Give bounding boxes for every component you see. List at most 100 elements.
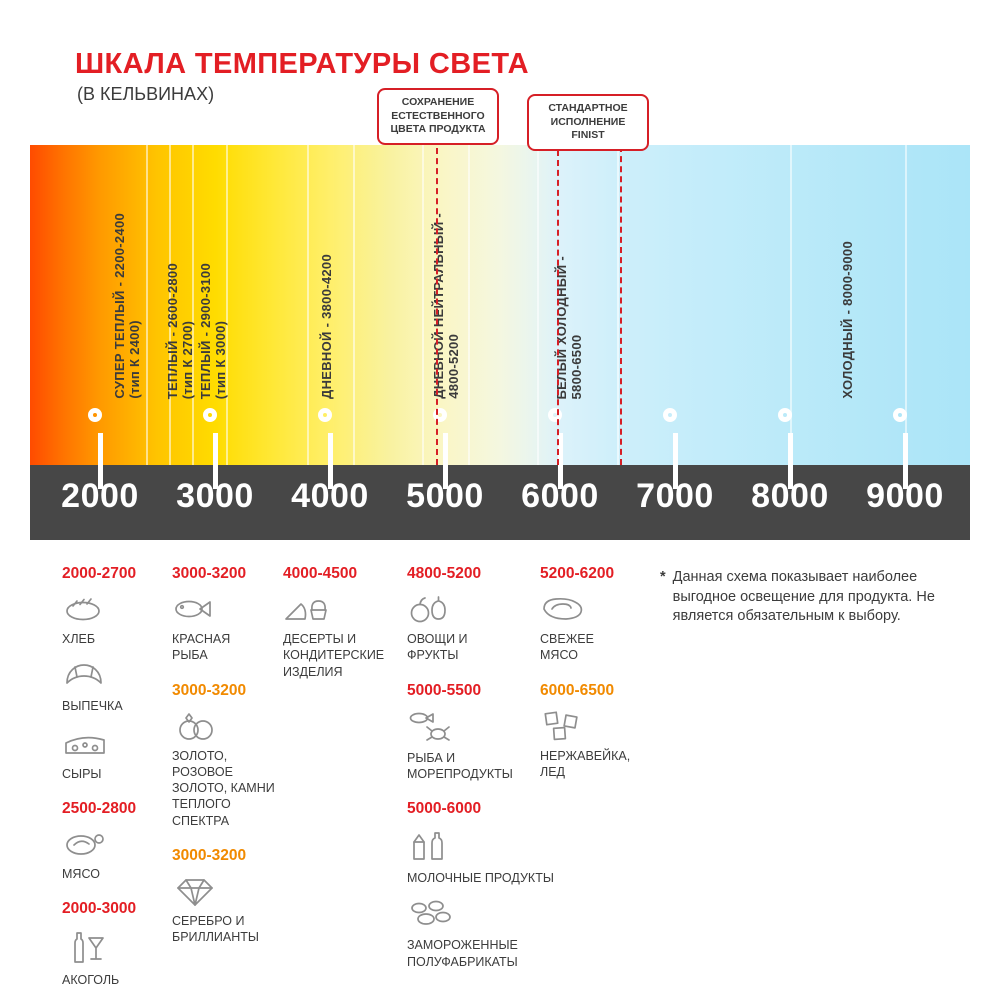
zone-label-sub: (тип К 2700): [180, 320, 195, 399]
page-title: ШКАЛА ТЕМПЕРАТУРЫ СВЕТА: [75, 48, 529, 80]
legend-item-label: МЯСО: [62, 866, 100, 881]
dashed-line-5800: [557, 140, 559, 465]
range-heading: 2000-2700: [62, 565, 137, 582]
temperature-gradient-band: СУПЕР ТЕПЛЫЙ - 2200-2400 (тип К 2400) ТЕ…: [30, 145, 970, 465]
scale-pin-stem: [903, 433, 908, 489]
legend-item-silver: СЕРЕБРО И БРИЛЛИАНТЫ: [172, 874, 290, 946]
zone-divider: [468, 145, 470, 465]
zone-divider: [226, 145, 228, 465]
zone-label-main: ДНЕВНОЙ - 3800-4200: [319, 254, 334, 399]
range-heading: 2500-2800: [62, 799, 137, 817]
cheese-icon: [65, 736, 105, 754]
meat-icon: [66, 833, 104, 855]
rings-icon: [179, 712, 213, 740]
range-heading: 4000-4500: [283, 565, 358, 582]
legend-column-2: 3000-3200 КРАСНАЯ РЫБА 3000-3200 ЗОЛОТО,…: [172, 565, 290, 957]
zone-divider: [617, 145, 619, 465]
legend-item-label: МОЛОЧНЫЕ ПРОДУКТЫ: [407, 871, 554, 885]
legend-item-label: НЕРЖАВЕЙКА, ЛЕД: [540, 748, 631, 779]
footnote: * Данная схема показывает наиболее выгод…: [660, 568, 972, 627]
scale-pin: [778, 408, 792, 422]
range-heading: 3000-3200: [172, 565, 247, 582]
alcohol-icon: [74, 932, 104, 963]
legend-item-label: КРАСНАЯ РЫБА: [172, 632, 231, 663]
footnote-asterisk: *: [660, 569, 666, 585]
ice-icon: [544, 710, 578, 740]
dashed-line-6500: [620, 146, 622, 465]
scale-pin: [203, 408, 217, 422]
seafood-icon: [409, 712, 450, 741]
scale-pin-stem: [558, 433, 563, 489]
zone-label-daylight: ДНЕВНОЙ - 3800-4200: [319, 254, 334, 399]
range-heading: 4800-5200: [407, 565, 482, 582]
legend-item-label: ВЫПЕЧКА: [62, 699, 123, 714]
legend-item-label: СВЕЖЕЕ МЯСО: [540, 632, 594, 663]
zone-label-sub: (тип К 2400): [127, 320, 142, 399]
legend-column-3: 4000-4500 ДЕСЕРТЫ И КОНДИТЕРСКИЕ ИЗДЕЛИЯ: [283, 565, 401, 692]
legend-item-dairy: МОЛОЧНЫЕ ПРОДУКТЫ: [407, 827, 557, 886]
scale-pin: [548, 408, 562, 422]
legend-item-ice: НЕРЖАВЕЙКА, ЛЕД: [540, 709, 655, 781]
legend-item-label: ХЛЕБ: [62, 632, 96, 646]
legend-item-gold: ЗОЛОТО, РОЗОВОЕ ЗОЛОТО, КАМНИ ТЕПЛОГО СП…: [172, 709, 290, 829]
range-heading: 3000-3200: [172, 846, 247, 864]
scale-pin: [893, 408, 907, 422]
scale-pin: [663, 408, 677, 422]
legend-item-pastry: ВЫПЕЧКА: [62, 659, 166, 714]
zone-label-warm-2700: ТЕПЛЫЙ - 2600-2800 (тип К 2700): [165, 263, 195, 399]
zone-label-super-warm: СУПЕР ТЕПЛЫЙ - 2200-2400 (тип К 2400): [112, 213, 142, 399]
legend-item-label: ДЕСЕРТЫ И КОНДИТЕРСКИЕ ИЗДЕЛИЯ: [283, 632, 385, 679]
legend-item-label: ЗОЛОТО, РОЗОВОЕ ЗОЛОТО, КАМНИ ТЕПЛОГО СП…: [172, 748, 275, 828]
kelvin-scale-figure: СУПЕР ТЕПЛЫЙ - 2200-2400 (тип К 2400) ТЕ…: [30, 145, 970, 540]
legend-item-seafood: РЫБА И МОРЕПРОДУКТЫ: [407, 709, 557, 783]
legend-item-alcohol: АКОГОЛЬ: [62, 927, 166, 988]
zone-label-main: СУПЕР ТЕПЛЫЙ - 2200-2400: [112, 213, 127, 399]
page-subtitle: (В КЕЛЬВИНАХ): [77, 84, 215, 104]
range-heading: 2000-3000: [62, 900, 137, 917]
scale-pin-stem: [213, 433, 218, 489]
scale-pin-stem: [98, 433, 103, 489]
callout-finist-standard: СТАНДАРТНОЕ ИСПОЛНЕНИЕ FINIST: [527, 94, 649, 151]
scale-pin: [88, 408, 102, 422]
footnote-text: Данная схема показывает наиболее выгодно…: [672, 569, 935, 625]
zone-label-sub: (тип К 3000): [213, 320, 228, 399]
zone-label-main: ХОЛОДНЫЙ - 8000-9000: [840, 241, 855, 399]
legend-item-label: СЕРЕБРО И БРИЛЛИАНТЫ: [172, 913, 259, 944]
range-heading: 5200-6200: [540, 565, 615, 582]
dessert-icon: [285, 600, 327, 620]
callout-natural-color: СОХРАНЕНИЕ ЕСТЕСТВЕННОГО ЦВЕТА ПРОДУКТА: [377, 88, 499, 145]
kelvin-axis-bar: [30, 465, 970, 540]
croissant-icon: [66, 664, 102, 685]
scale-pin: [318, 408, 332, 422]
scale-pin-stem: [443, 433, 448, 489]
zone-label-warm-3000: ТЕПЛЫЙ - 2900-3100 (тип К 3000): [198, 263, 228, 399]
zone-label-main: ТЕПЛЫЙ - 2900-3100: [198, 262, 213, 399]
legend-item-meat: МЯСО: [62, 827, 166, 882]
diamond-icon: [177, 878, 213, 906]
bread-icon: [66, 598, 100, 621]
legend-column-1: 2000-2700 ХЛЕБ ВЫПЕЧКА СЫРЫ 2500-2800 МЯ…: [62, 565, 166, 1000]
vegetables-icon: [410, 596, 446, 623]
zone-divider: [146, 145, 148, 465]
zone-divider: [790, 145, 792, 465]
zone-divider: [422, 145, 424, 465]
legend-item-label: АКОГОЛЬ: [62, 973, 120, 987]
scale-pin-stem: [673, 433, 678, 489]
zone-divider: [192, 145, 194, 465]
zone-divider: [307, 145, 309, 465]
scale-pin-stem: [788, 433, 793, 489]
range-heading: 6000-6500: [540, 681, 615, 699]
legend-item-frozen: ЗАМОРОЖЕННЫЕ ПОЛУФАБРИКАТЫ: [407, 898, 557, 970]
legend-column-4: 4800-5200 ОВОЩИ И ФРУКТЫ 5000-5500 РЫБА …: [407, 565, 557, 982]
frozen-icon: [411, 900, 451, 926]
zone-divider: [353, 145, 355, 465]
zone-label-sub: 4800-5200: [446, 334, 461, 399]
zone-divider: [905, 145, 907, 465]
fish-icon: [175, 600, 211, 618]
scale-pin-stem: [328, 433, 333, 489]
legend-item-cheese: СЫРЫ: [62, 727, 166, 782]
range-heading: 5000-5500: [407, 681, 482, 699]
legend-item-label: ОВОЩИ И ФРУКТЫ: [407, 632, 468, 663]
zone-divider: [169, 145, 171, 465]
